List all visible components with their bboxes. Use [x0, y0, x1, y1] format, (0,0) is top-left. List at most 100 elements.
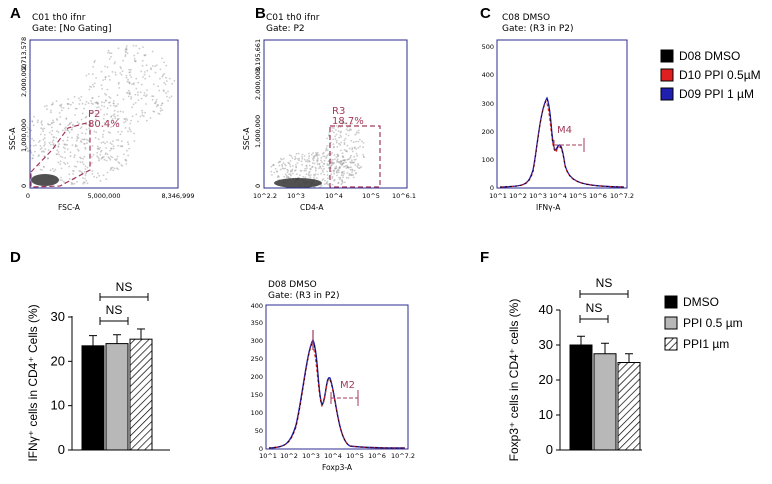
scatter-point — [343, 170, 345, 173]
scatter-point — [41, 123, 43, 126]
scatter-point — [335, 129, 337, 131]
scatter-point — [350, 139, 353, 142]
scatter-point — [127, 154, 129, 157]
scatter-point — [354, 164, 357, 166]
scatter-point — [128, 91, 131, 94]
scatter-point — [40, 150, 43, 153]
scatter-point — [277, 175, 280, 177]
scatter-point — [341, 119, 344, 122]
scatter-point — [122, 111, 125, 113]
scatter-point — [59, 179, 61, 181]
scatter-point — [357, 164, 360, 167]
scatter-point — [104, 142, 106, 145]
scatter-point — [132, 82, 135, 84]
scatter-point — [83, 143, 86, 145]
scatter-point — [313, 162, 316, 165]
scatter-point — [338, 136, 341, 139]
scatter-point — [106, 66, 109, 69]
scatter-point — [67, 124, 70, 127]
scatter-point — [85, 179, 88, 182]
scatter-point — [75, 107, 78, 110]
scatter-point — [102, 130, 105, 132]
scatter-point — [59, 123, 61, 126]
scatter-point — [135, 77, 138, 80]
scatter-point — [32, 124, 35, 127]
scatter-point — [354, 172, 357, 175]
scatter-point — [162, 89, 165, 92]
scatter-point — [300, 160, 303, 163]
panel-b-gate-name: R3 — [332, 106, 345, 117]
scatter-point — [303, 169, 306, 172]
scatter-point — [171, 82, 174, 85]
scatter-point — [76, 137, 79, 140]
scatter-point — [85, 100, 88, 103]
panel-c-plot-frame — [496, 39, 628, 189]
scatter-point — [51, 126, 53, 129]
scatter-point — [134, 60, 137, 63]
panel-b-xtick: 10^4 — [325, 192, 343, 200]
scatter-point — [103, 155, 105, 158]
scatter-point — [167, 90, 169, 93]
scatter-point — [134, 102, 137, 104]
scatter-point — [62, 139, 65, 142]
scatter-point — [306, 159, 309, 161]
scatter-point — [95, 118, 97, 121]
scatter-point — [92, 65, 94, 68]
scatter-point — [288, 173, 290, 176]
panel-d-bars — [81, 328, 153, 451]
scatter-point — [43, 127, 46, 130]
scatter-point — [289, 165, 292, 168]
scatter-point — [286, 171, 289, 174]
scatter-point — [97, 172, 99, 175]
scatter-point — [306, 167, 308, 170]
scatter-point — [66, 103, 69, 105]
scatter-point — [343, 172, 345, 175]
scatter-point — [356, 166, 359, 169]
scatter-point — [356, 154, 359, 157]
scatter-point — [300, 170, 303, 172]
scatter-point — [82, 163, 85, 166]
scatter-point — [41, 169, 43, 171]
scatter-point — [173, 80, 176, 82]
panel-c-xtick: 10^2 — [509, 192, 527, 200]
panel-c-ytick: 100 — [482, 156, 494, 164]
scatter-point — [57, 143, 60, 146]
scatter-point — [145, 103, 147, 105]
scatter-point — [128, 68, 131, 71]
y-tick-label: 10 — [51, 398, 65, 413]
scatter-point — [56, 130, 58, 133]
scatter-point — [305, 169, 307, 172]
panel-f-ns-label: NS — [596, 276, 613, 290]
scatter-point — [167, 99, 170, 102]
panel-c-gate-name: M4 — [557, 125, 572, 136]
scatter-point — [322, 178, 325, 180]
scatter-point — [131, 106, 134, 109]
scatter-point — [326, 145, 329, 147]
scatter-point — [52, 121, 55, 124]
scatter-point — [323, 159, 326, 162]
scatter-point — [98, 106, 100, 108]
scatter-point — [93, 130, 96, 133]
scatter-point — [331, 177, 334, 180]
scatter-point — [338, 161, 341, 163]
scatter-point — [289, 160, 292, 162]
scatter-point — [344, 137, 347, 140]
scatter-point — [320, 172, 322, 175]
scatter-point — [308, 155, 311, 158]
panel-c-gate-label: Gate: (R3 in P2) — [502, 24, 574, 34]
scatter-point — [294, 155, 297, 158]
scatter-point — [309, 176, 312, 179]
panel-f-legend: DMSO PPI 0.5 µm PPI1 µm — [664, 295, 743, 351]
scatter-point — [317, 173, 319, 176]
scatter-point — [343, 181, 346, 184]
scatter-point — [125, 163, 128, 165]
scatter-point — [107, 49, 110, 52]
panel-f-bars — [569, 335, 641, 451]
scatter-point — [357, 162, 359, 165]
scatter-point — [74, 145, 77, 148]
scatter-point — [113, 167, 116, 170]
scatter-point — [356, 131, 358, 133]
panel-b-gate-percent: 18.7% — [332, 116, 364, 127]
scatter-point — [141, 64, 144, 67]
scatter-point — [154, 71, 157, 74]
